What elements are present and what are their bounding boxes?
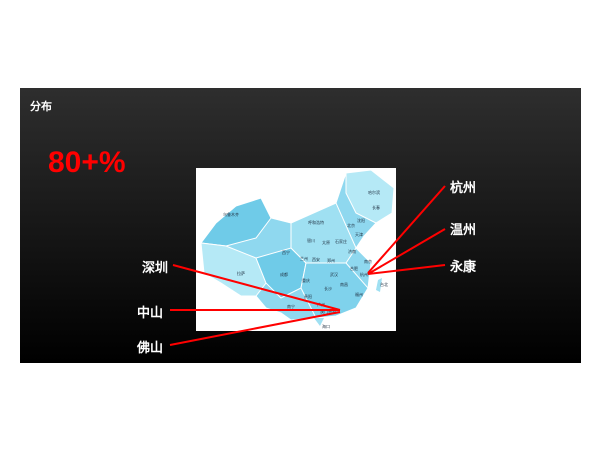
headline-percentage: 80+% bbox=[48, 146, 126, 179]
map-city-label: 贵阳 bbox=[304, 293, 312, 299]
map-city-label: 长沙 bbox=[324, 285, 332, 291]
city-label-hangzhou: 杭州 bbox=[450, 181, 477, 196]
map-city-label: 长春 bbox=[372, 204, 380, 210]
map-city-label: 太原 bbox=[322, 239, 330, 245]
map-city-label: 合肥 bbox=[350, 265, 358, 271]
map-city-label: 郑州 bbox=[327, 257, 335, 263]
map-city-label: 福州 bbox=[355, 291, 363, 297]
pointer-lines bbox=[169, 185, 446, 346]
map-city-label: 兰州 bbox=[300, 255, 308, 261]
map-city-label: 北京 bbox=[347, 222, 355, 228]
map-city-label: 乌鲁木齐 bbox=[223, 211, 239, 217]
map-city-label: 哈尔滨 bbox=[368, 189, 380, 195]
china-map: 乌鲁木齐 哈尔滨长春沈阳 呼和浩特北京 天津银川 太原 石家庄 济南 西宁兰州 西安 郑州 南京 合肥… bbox=[196, 168, 396, 331]
city-label-wenzhou: 温州 bbox=[450, 223, 477, 238]
map-city-label: 银川 bbox=[307, 237, 315, 243]
map-city-label: 西宁 bbox=[282, 249, 290, 255]
map-city-label: 济南 bbox=[348, 248, 356, 254]
map-city-label: 沈阳 bbox=[357, 217, 365, 223]
map-city-label: 重庆 bbox=[302, 277, 310, 283]
slide-title: 分布 bbox=[30, 100, 52, 113]
map-city-label: 成都 bbox=[280, 271, 288, 277]
map-city-label: 拉萨 bbox=[237, 270, 245, 276]
map-city-label: 南宁 bbox=[287, 303, 295, 309]
line-wenzhou bbox=[367, 228, 446, 275]
line-foshan bbox=[169, 311, 341, 346]
city-label-shenzhen: 深圳 bbox=[142, 261, 169, 276]
city-label-yongkang: 永康 bbox=[450, 260, 477, 275]
slide: 分布 80+% 乌鲁木齐 哈尔滨长春沈阳 呼和浩特北京 天津银川 太原 石家庄 济南 西宁兰州… bbox=[20, 88, 581, 363]
city-label-zhongshan: 中山 bbox=[137, 306, 164, 321]
map-city-label: 武汉 bbox=[330, 271, 338, 277]
line-shenzhen bbox=[172, 264, 341, 311]
map-city-label: 南京 bbox=[364, 258, 372, 264]
line-hangzhou bbox=[367, 185, 446, 274]
map-city-label: 石家庄 bbox=[335, 238, 347, 244]
map-city-label: 台北 bbox=[380, 281, 388, 287]
map-city-label: 呼和浩特 bbox=[308, 219, 324, 225]
map-city-label: 西安 bbox=[312, 256, 320, 262]
map-city-label: 海口 bbox=[322, 323, 330, 329]
line-yongkang bbox=[367, 264, 446, 275]
city-label-foshan: 佛山 bbox=[137, 341, 164, 356]
map-city-label: 天津 bbox=[355, 231, 363, 237]
map-city-label: 杭州 bbox=[360, 271, 368, 277]
map-city-label: 南昌 bbox=[340, 281, 348, 287]
